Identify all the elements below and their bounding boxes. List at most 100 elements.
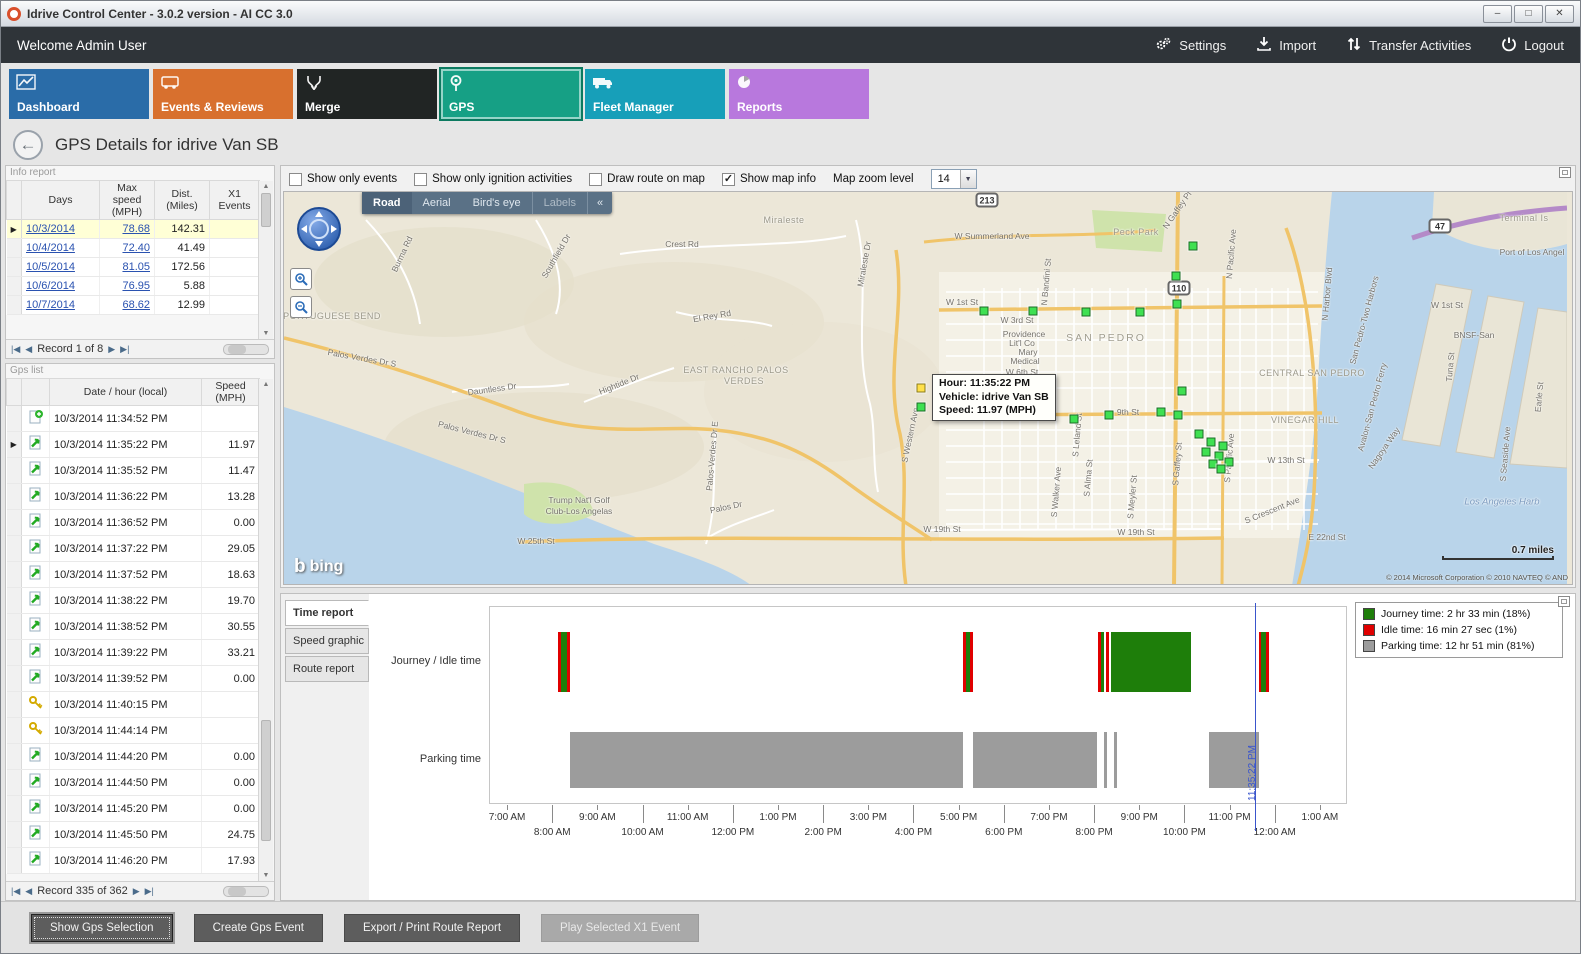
selected-gps-marker[interactable] (916, 383, 926, 393)
gps-marker[interactable] (1177, 386, 1187, 396)
column-header-speed-mph[interactable]: Speed (MPH) (201, 378, 260, 406)
map-compass-control[interactable] (296, 206, 342, 257)
pager-slider[interactable] (223, 885, 269, 897)
nav-tile-events-reviews[interactable]: Events & Reviews (153, 69, 293, 119)
back-button[interactable]: ← (13, 130, 43, 160)
topbar-action-transfer-activities[interactable]: Transfer Activities (1346, 36, 1471, 55)
info-table-scrollbar[interactable]: ▲ ▼ (258, 181, 273, 339)
table-row[interactable]: 10/6/2014 76.95 5.88 (6, 276, 260, 296)
bing-logo[interactable]: b bing (294, 556, 344, 577)
table-row[interactable]: 10/3/2014 11:37:52 PM 18.63 (6, 561, 260, 588)
gps-marker[interactable] (1135, 307, 1145, 317)
gps-marker[interactable] (1206, 437, 1216, 447)
table-row[interactable]: 10/3/2014 11:44:50 PM 0.00 (6, 769, 260, 796)
column-header-x1-events[interactable]: X1 Events (209, 180, 260, 220)
column-header-days[interactable]: Days (21, 180, 100, 220)
gps-marker[interactable] (1216, 464, 1226, 474)
show-only-ignition-activities-checkbox[interactable]: Show only ignition activities (414, 172, 572, 186)
map-style-labels[interactable]: Labels (531, 192, 587, 214)
gps-marker[interactable] (1069, 414, 1079, 424)
table-row[interactable]: 10/4/2014 72.40 41.49 (6, 238, 260, 258)
table-row[interactable]: 10/3/2014 11:35:52 PM 11.47 (6, 457, 260, 484)
table-row[interactable]: 10/3/2014 11:44:14 PM (6, 717, 260, 744)
table-row[interactable]: 10/3/2014 11:39:22 PM 33.21 (6, 639, 260, 666)
close-button[interactable]: ✕ (1545, 4, 1574, 23)
next-page-icon[interactable]: ▶ (132, 885, 140, 896)
checkbox[interactable] (414, 172, 428, 186)
table-row[interactable]: 10/7/2014 68.62 12.99 (6, 295, 260, 315)
table-row[interactable]: 10/3/2014 11:36:22 PM 13.28 (6, 483, 260, 510)
tab-speed-graphic[interactable]: Speed graphic (285, 628, 369, 654)
map-style-bird-s-eye[interactable]: Bird's eye (472, 197, 521, 209)
gps-marker[interactable] (1188, 241, 1198, 251)
gps-marker[interactable] (979, 306, 989, 316)
zoom-out-button[interactable] (290, 296, 312, 318)
first-page-icon[interactable]: |◀ (11, 885, 21, 896)
tab-time-report[interactable]: Time report (285, 600, 369, 626)
gps-marker[interactable] (1214, 451, 1224, 461)
table-row[interactable]: 10/3/2014 11:38:22 PM 19.70 (6, 587, 260, 614)
play-selected-x1-event-button[interactable]: Play Selected X1 Event (541, 913, 700, 942)
scroll-down-icon[interactable]: ▼ (262, 872, 270, 879)
maximize-button[interactable]: □ (1514, 4, 1543, 23)
table-row[interactable]: 10/5/2014 81.05 172.56 (6, 257, 260, 277)
zoom-in-button[interactable] (290, 268, 312, 290)
max-speed-link[interactable]: 68.62 (122, 299, 150, 311)
table-row[interactable]: 10/3/2014 11:44:20 PM 0.00 (6, 743, 260, 770)
map-style-aerial[interactable]: Aerial (422, 197, 451, 209)
gps-marker[interactable] (1081, 307, 1091, 317)
scroll-up-icon[interactable]: ▲ (262, 381, 270, 388)
checkbox[interactable] (589, 172, 603, 186)
max-speed-link[interactable]: 78.68 (122, 223, 150, 235)
draw-route-on-map-checkbox[interactable]: Draw route on map (589, 172, 705, 186)
show-only-events-checkbox[interactable]: Show only events (289, 172, 397, 186)
max-speed-link[interactable]: 72.40 (122, 242, 150, 254)
prev-page-icon[interactable]: ◀ (25, 885, 33, 896)
gps-marker[interactable] (1172, 299, 1182, 309)
scrollbar-thumb[interactable] (261, 193, 271, 227)
slider-thumb[interactable] (228, 886, 246, 896)
map-zoom-select[interactable]: 14 ▼ (930, 169, 977, 189)
nav-tile-merge[interactable]: Merge (297, 69, 437, 119)
max-speed-link[interactable]: 76.95 (122, 280, 150, 292)
last-page-icon[interactable]: ▶| (120, 343, 130, 354)
topbar-action-settings[interactable]: Settings (1154, 36, 1226, 55)
gps-marker[interactable] (1173, 410, 1183, 420)
table-row[interactable]: 10/3/2014 11:46:20 PM 17.93 (6, 847, 260, 874)
minimize-button[interactable]: – (1483, 4, 1512, 23)
table-row[interactable]: 10/3/2014 11:36:52 PM 0.00 (6, 509, 260, 536)
table-row[interactable]: 10/3/2014 11:39:52 PM 0.00 (6, 665, 260, 692)
nav-tile-gps[interactable]: GPS (441, 69, 581, 119)
tab-route-report[interactable]: Route report (285, 656, 369, 682)
scroll-down-icon[interactable]: ▼ (262, 330, 270, 337)
gps-marker[interactable] (916, 402, 926, 412)
nav-tile-reports[interactable]: Reports (729, 69, 869, 119)
export-print-route-report-button[interactable]: Export / Print Route Report (343, 913, 521, 942)
table-row[interactable]: 10/3/2014 11:37:22 PM 29.05 (6, 535, 260, 562)
map[interactable]: Miraleste Peck Park W Summerland Ave Crest … (283, 191, 1573, 585)
nav-tile-dashboard[interactable]: Dashboard (9, 69, 149, 119)
topbar-action-import[interactable]: Import (1256, 36, 1316, 55)
next-page-icon[interactable]: ▶ (108, 343, 116, 354)
gps-marker[interactable] (1224, 457, 1234, 467)
maximize-panel-icon[interactable] (1559, 167, 1571, 178)
gps-marker[interactable] (1104, 410, 1114, 420)
gps-marker[interactable] (1028, 306, 1038, 316)
table-row[interactable]: ▶ 10/3/2014 78.68 142.31 (6, 219, 260, 239)
gps-marker[interactable] (1194, 429, 1204, 439)
gps-list-scrollbar[interactable]: ▲ ▼ (258, 379, 273, 881)
table-row[interactable]: 10/3/2014 11:40:15 PM (6, 691, 260, 718)
slider-thumb[interactable] (228, 344, 246, 354)
table-row[interactable]: 10/3/2014 11:34:52 PM (6, 405, 260, 432)
column-header-date-hour-local[interactable]: Date / hour (local) (49, 378, 202, 406)
day-link[interactable]: 10/7/2014 (26, 299, 75, 311)
first-page-icon[interactable]: |◀ (11, 343, 21, 354)
prev-page-icon[interactable]: ◀ (25, 343, 33, 354)
collapse-stylebar-button[interactable]: « (587, 192, 612, 214)
topbar-action-logout[interactable]: Logout (1501, 36, 1564, 55)
chevron-down-icon[interactable]: ▼ (959, 170, 976, 188)
day-link[interactable]: 10/4/2014 (26, 242, 75, 254)
checkbox[interactable]: ✓ (721, 172, 735, 186)
table-row[interactable]: 10/3/2014 11:45:20 PM 0.00 (6, 795, 260, 822)
show-gps-selection-button[interactable]: Show Gps Selection (31, 913, 173, 942)
